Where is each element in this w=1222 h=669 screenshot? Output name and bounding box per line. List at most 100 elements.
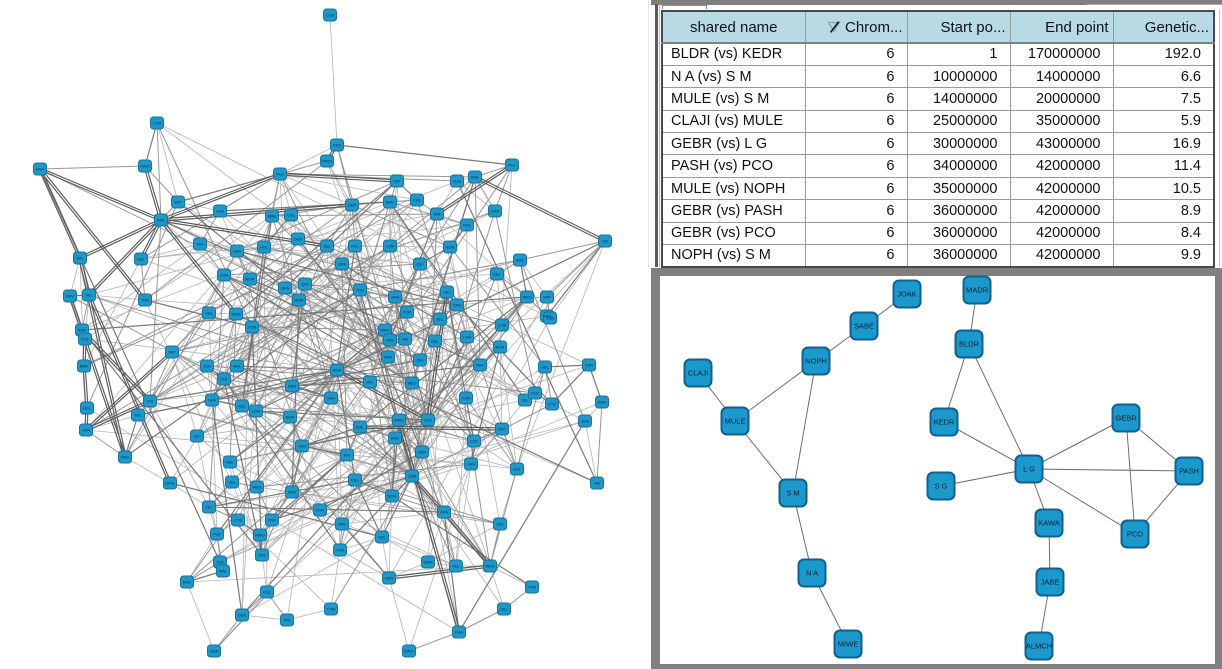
svg-text:DER: DER (238, 613, 247, 618)
svg-text:ZEL: ZEL (436, 317, 444, 322)
svg-text:KRA: KRA (598, 400, 607, 405)
svg-text:JUN: JUN (546, 316, 554, 321)
svg-text:DER: DER (294, 237, 303, 242)
svg-text:XAN: XAN (385, 576, 393, 581)
svg-text:JUN: JUN (216, 209, 224, 214)
svg-text:TOR: TOR (585, 363, 593, 368)
svg-text:PLE: PLE (424, 418, 432, 423)
svg-text:QUI: QUI (416, 358, 423, 363)
svg-text:ALMCH: ALMCH (1026, 642, 1052, 651)
svg-text:LOM: LOM (252, 409, 261, 414)
svg-text:BRE: BRE (391, 436, 400, 441)
svg-text:KEL: KEL (137, 257, 145, 262)
svg-text:YOR: YOR (248, 325, 257, 330)
svg-text:MNO: MNO (380, 328, 389, 333)
svg-text:KRA: KRA (543, 314, 552, 319)
svg-text:OPA: OPA (82, 428, 90, 433)
svg-text:FIN: FIN (197, 242, 204, 247)
svg-text:MNO: MNO (404, 649, 413, 654)
svg-text:CYB: CYB (548, 402, 557, 407)
svg-text:IVE: IVE (602, 239, 609, 244)
svg-text:WES: WES (231, 312, 240, 317)
svg-text:VEL: VEL (443, 290, 451, 295)
svg-text:FIN: FIN (434, 212, 441, 217)
svg-text:COL: COL (287, 213, 296, 218)
svg-text:SRT: SRT (174, 200, 182, 205)
svg-text:GRA: GRA (210, 649, 219, 654)
svg-text:LOM: LOM (220, 273, 229, 278)
svg-text:XAN: XAN (453, 303, 461, 308)
svg-text:VEL: VEL (205, 311, 213, 316)
svg-text:LOM: LOM (408, 474, 417, 479)
svg-text:KEL: KEL (351, 244, 359, 249)
svg-text:CYB: CYB (327, 607, 336, 612)
svg-text:CYB: CYB (498, 323, 507, 328)
svg-text:WAL: WAL (356, 425, 365, 430)
svg-text:HOL: HOL (83, 406, 92, 411)
svg-text:S G: S G (935, 482, 948, 491)
svg-text:IVE: IVE (402, 337, 409, 342)
svg-text:FIN: FIN (284, 618, 291, 623)
svg-text:CYB: CYB (234, 518, 243, 523)
svg-text:UMA: UMA (295, 298, 304, 303)
svg-text:WAL: WAL (219, 569, 228, 574)
svg-text:UMA: UMA (391, 295, 400, 300)
svg-text:QUI: QUI (416, 262, 423, 267)
svg-text:SEL: SEL (493, 272, 501, 277)
svg-text:VEL: VEL (366, 380, 374, 385)
svg-text:KEDR: KEDR (934, 418, 955, 427)
svg-text:WAL: WAL (233, 364, 242, 369)
svg-text:FIN: FIN (344, 453, 351, 458)
svg-text:IVE: IVE (77, 256, 84, 261)
svg-text:BRE: BRE (183, 580, 192, 585)
svg-text:MNO: MNO (322, 159, 331, 164)
svg-text:BRE: BRE (80, 364, 89, 369)
svg-text:WAL: WAL (157, 218, 166, 223)
svg-text:SRT: SRT (168, 350, 176, 355)
svg-text:MNO: MNO (255, 533, 264, 538)
svg-text:XAN: XAN (288, 490, 296, 495)
svg-text:SEL: SEL (378, 535, 386, 540)
svg-text:TOR: TOR (356, 288, 364, 293)
svg-text:YOR: YOR (316, 508, 325, 513)
svg-text:KRA: KRA (268, 518, 277, 523)
svg-text:CYB: CYB (153, 121, 162, 126)
svg-text:PLE: PLE (276, 172, 284, 177)
svg-text:YOR: YOR (403, 310, 412, 315)
svg-text:LOM: LOM (463, 335, 472, 340)
svg-text:PCO: PCO (1127, 530, 1143, 539)
svg-text:QUI: QUI (496, 522, 503, 527)
svg-text:UMA: UMA (333, 368, 342, 373)
svg-text:KRA: KRA (455, 630, 464, 635)
svg-text:L G: L G (1023, 465, 1035, 474)
svg-text:UMA: UMA (424, 560, 433, 565)
svg-text:WES: WES (485, 564, 494, 569)
svg-text:RAV: RAV (338, 522, 346, 527)
svg-text:GRA: GRA (208, 398, 217, 403)
svg-text:YOR: YOR (462, 396, 471, 401)
svg-text:QUI: QUI (301, 282, 308, 287)
svg-text:GRA: GRA (467, 462, 476, 467)
svg-text:WAL: WAL (471, 175, 480, 180)
svg-text:IVE: IVE (135, 413, 142, 418)
svg-text:JUN: JUN (203, 364, 211, 369)
svg-text:GEBR: GEBR (1115, 414, 1137, 423)
svg-text:OPA: OPA (440, 510, 448, 515)
svg-text:FIN: FIN (147, 399, 154, 404)
svg-text:TOR: TOR (336, 548, 344, 553)
svg-text:KEL: KEL (351, 478, 359, 483)
svg-text:NOR: NOR (286, 415, 295, 420)
svg-text:WES: WES (252, 485, 261, 490)
svg-text:XAN: XAN (78, 328, 86, 333)
svg-text:COL: COL (470, 439, 479, 444)
svg-text:MIWE: MIWE (838, 640, 858, 649)
svg-text:RAV: RAV (516, 258, 524, 263)
svg-text:NOR: NOR (496, 345, 505, 350)
svg-text:NOR: NOR (446, 245, 455, 250)
svg-text:QUI: QUI (193, 434, 200, 439)
svg-text:VEL: VEL (452, 564, 460, 569)
svg-text:DER: DER (348, 203, 357, 208)
svg-text:PLE: PLE (81, 337, 89, 342)
svg-text:KEL: KEL (431, 339, 439, 344)
svg-text:PLE: PLE (531, 391, 539, 396)
